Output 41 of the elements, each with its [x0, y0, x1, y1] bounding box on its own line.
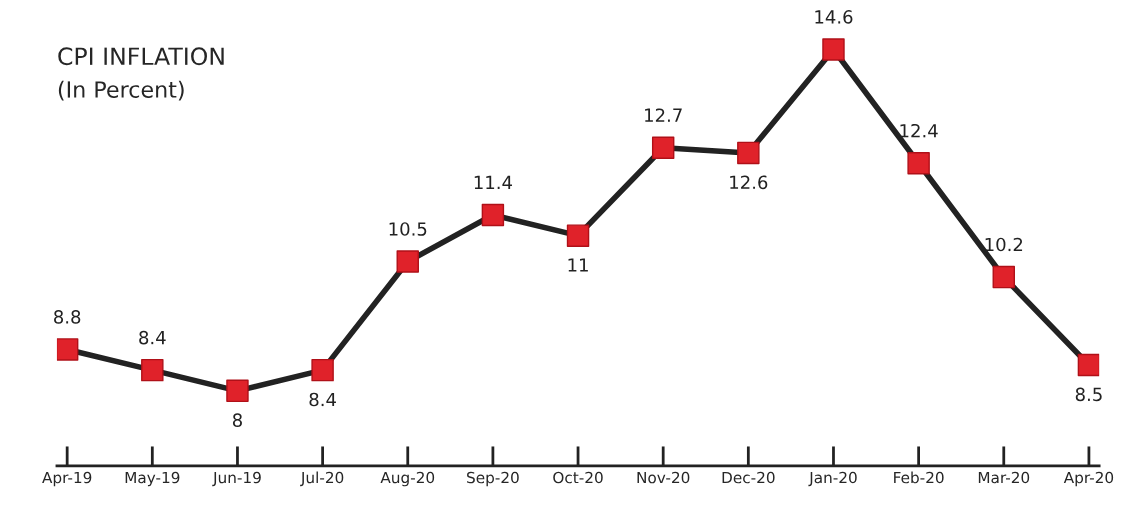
- point: [737, 141, 760, 165]
- x-tick-label: Nov-20: [637, 471, 690, 484]
- data-label: 8.4: [309, 392, 336, 407]
- point: [226, 379, 249, 403]
- point: [481, 203, 505, 227]
- data-label: 11: [568, 258, 588, 272]
- chart-title: CPI INFLATION: [58, 47, 224, 66]
- data-label: 10.2: [985, 237, 1023, 252]
- x-tick-label: Jun-19: [212, 471, 261, 487]
- x-tick-label: Jan-20: [808, 471, 857, 487]
- x-tick-label: Jul-20: [300, 471, 344, 487]
- x-tick-label: Sep-20: [467, 471, 519, 487]
- point: [992, 265, 1015, 289]
- data-label: 12.7: [645, 108, 682, 122]
- point: [311, 358, 334, 382]
- text: (In Percent): [58, 80, 184, 101]
- data-label: 14.6: [815, 10, 853, 24]
- x-tick-label: Mar-20: [978, 471, 1030, 484]
- point: [1077, 353, 1100, 377]
- point: [56, 338, 79, 361]
- x-tick-label: May-19: [125, 471, 180, 487]
- data-label: 12.4: [900, 123, 938, 138]
- data-label: 8.8: [54, 310, 81, 324]
- data-label: 12.6: [730, 175, 768, 190]
- point: [396, 250, 419, 273]
- data-label: 8.4: [139, 330, 166, 345]
- point: [651, 136, 675, 159]
- point: [566, 224, 590, 247]
- x-tick-label: Apr-19: [42, 471, 92, 487]
- x-tick-label: Apr-20: [1063, 471, 1114, 487]
- point: [907, 152, 930, 175]
- x-tick-label: Aug-20: [380, 471, 435, 487]
- data-label: 10.5: [389, 222, 427, 236]
- data-label: 8: [232, 413, 242, 428]
- point: [822, 38, 845, 61]
- x-tick-label: Feb-20: [894, 471, 944, 484]
- x-tick-label: Oct-20: [553, 471, 603, 484]
- data-label: 8.5: [1075, 387, 1102, 402]
- x-tick-label: Dec-20: [722, 471, 775, 484]
- point: [141, 358, 164, 382]
- data-label: 11.4: [474, 175, 512, 190]
